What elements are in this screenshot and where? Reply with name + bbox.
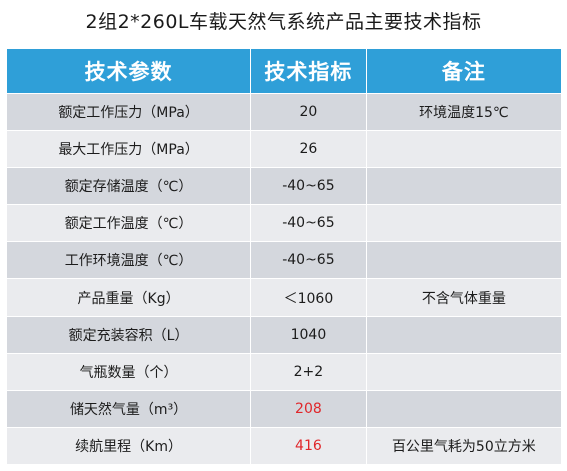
- value-cell: 1040: [251, 316, 367, 353]
- note-cell: 不含气体重量: [421, 290, 506, 307]
- note-cell: 环境温度15℃: [419, 105, 509, 122]
- header-note: 备注: [441, 60, 486, 84]
- table-row: 额定工作压力（MPa） 20 环境温度15℃: [7, 93, 561, 131]
- table-title: 2组2*260L车载天然气系统产品主要技术指标: [85, 11, 482, 33]
- table-row: 储天然气量（m³） 208: [7, 389, 561, 427]
- param-cell: 额定存储温度（℃）: [7, 168, 252, 205]
- value-cell: ＜1060: [251, 279, 367, 316]
- table-body: 额定工作压力（MPa） 20 环境温度15℃ 最大工作压力（MPa） 26 额定存储温度（…: [7, 93, 561, 464]
- table-header-row: 技术参数 技术指标 备注: [7, 49, 561, 93]
- table-row: 额定存储温度（℃） -40~65: [7, 167, 561, 205]
- value-cell: 2+2: [251, 353, 367, 390]
- note-cell: [367, 391, 561, 427]
- table-row: 额定充装容积（L） 1040: [7, 315, 561, 353]
- param-cell: 产品重量（Kg）: [7, 279, 252, 316]
- table-row: 气瓶数量（个） 2+2: [7, 352, 561, 390]
- param-cell: 工作环境温度（℃）: [7, 242, 252, 279]
- header-param: 技术参数: [7, 49, 252, 93]
- note-cell: [367, 317, 561, 353]
- note-cell: [367, 131, 561, 167]
- spec-table: 技术参数 技术指标 备注 额定工作压力（MPa） 20 环境温度15℃ 最大工作压力（…: [6, 48, 562, 467]
- table-row: 额定工作温度（℃） -40~65: [7, 204, 561, 242]
- value-cell: 26: [251, 131, 367, 168]
- table-row: 产品重量（Kg） ＜1060 不含气体重量: [7, 278, 561, 316]
- param-cell: 气瓶数量（个）: [7, 353, 252, 390]
- param-cell: 额定充装容积（L）: [7, 316, 252, 353]
- note-cell: [367, 168, 561, 204]
- table-row: 最大工作压力（MPa） 26: [7, 130, 561, 168]
- value-cell: -40~65: [251, 242, 367, 279]
- value-cell: -40~65: [251, 205, 367, 242]
- param-cell: 最大工作压力（MPa）: [7, 131, 252, 168]
- value-cell: 20: [251, 94, 367, 131]
- param-cell: 续航里程（Km）: [7, 427, 252, 464]
- header-value: 技术指标: [251, 49, 367, 93]
- note-cell: [367, 242, 561, 278]
- table-row: 工作环境温度（℃） -40~65: [7, 241, 561, 279]
- value-cell: 416: [251, 427, 367, 464]
- note-cell: [367, 205, 561, 241]
- value-cell: -40~65: [251, 168, 367, 205]
- note-cell: [367, 354, 561, 390]
- value-cell: 208: [251, 390, 367, 427]
- table-row: 续航里程（Km） 416 百公里气耗为50立方米: [7, 426, 561, 464]
- note-cell: 百公里气耗为50立方米: [391, 438, 536, 455]
- param-cell: 储天然气量（m³）: [7, 390, 252, 427]
- param-cell: 额定工作压力（MPa）: [7, 94, 252, 131]
- param-cell: 额定工作温度（℃）: [7, 205, 252, 242]
